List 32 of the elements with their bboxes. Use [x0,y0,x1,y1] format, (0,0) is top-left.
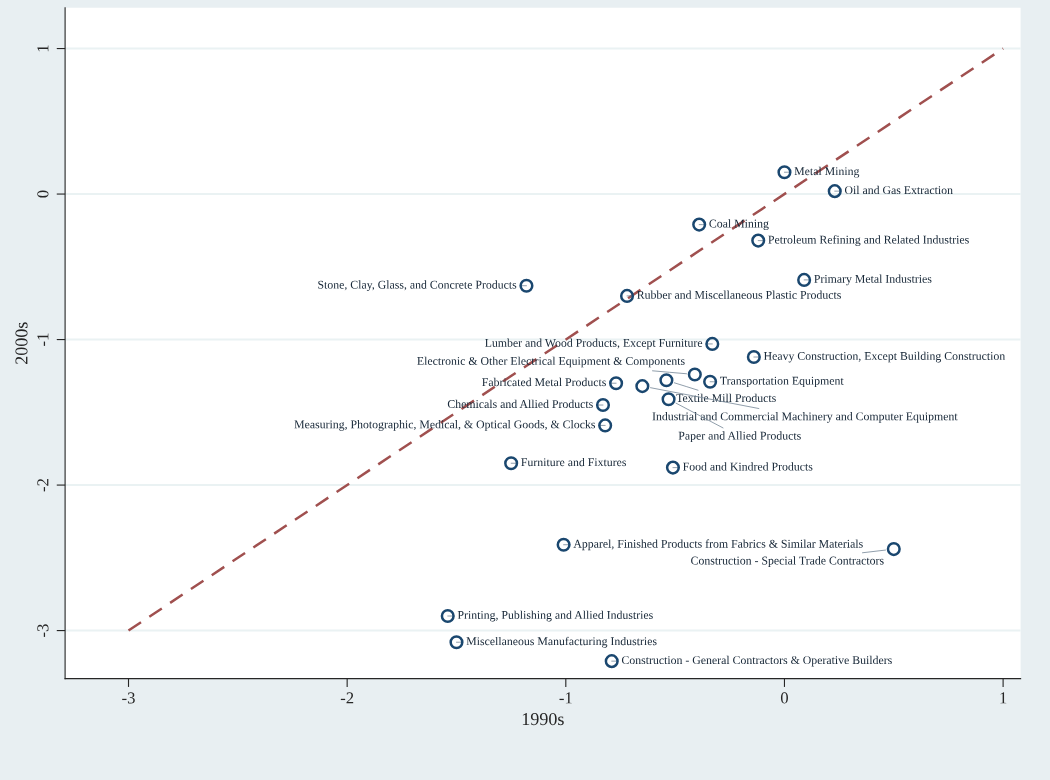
data-label: Lumber and Wood Products, Except Furniture [485,338,703,350]
x-tick-label: 1 [1000,692,1007,704]
data-label: Apparel, Finished Products from Fabrics & Similar Materials [573,539,863,551]
data-label: Textile Mill Products [676,393,776,403]
y-tick-label: 1 [37,45,49,52]
x-tick-label: -1 [559,692,572,704]
y-axis-title: 2000s [15,322,28,364]
data-label: Food and Kindred Products [683,462,813,471]
data-label: Paper and Allied Products [678,431,801,443]
data-label: Stone, Clay, Glass, and Concrete Products [318,280,517,292]
data-label: Furniture and Fixtures [521,457,627,467]
data-label: Construction - Special Trade Contractors [691,556,884,567]
data-label: Printing, Publishing and Allied Industries [457,610,653,622]
data-label: Oil and Gas Extraction [844,185,953,195]
data-label: Measuring, Photographic, Medical, & Optical Goods, & Clocks [294,420,596,431]
data-label: Primary Metal Industries [814,274,932,286]
data-label: Petroleum Refining and Related Industries [768,235,969,247]
data-label: Rubber and Miscellaneous Plastic Products [637,290,841,299]
x-tick-label: 0 [780,692,788,704]
y-tick-label: -3 [37,624,49,637]
x-axis-title: 1990s [522,712,564,726]
data-label: Construction - General Contractors & Operative Builders [621,655,892,667]
data-label: Transportation Equipment [720,376,844,388]
x-tick-label: -3 [122,692,135,704]
y-tick-label: -2 [37,479,49,492]
x-tick-label: -2 [340,692,354,704]
data-label: Miscellaneous Manufacturing Industries [466,636,657,648]
y-tick-label: -1 [37,333,49,346]
data-label: Heavy Construction, Except Building Construction [763,351,1006,363]
data-label: Fabricated Metal Products [482,377,606,387]
data-label: Industrial and Commercial Machinery and Computer Equipment [652,412,958,423]
y-tick-label: 0 [37,190,49,198]
